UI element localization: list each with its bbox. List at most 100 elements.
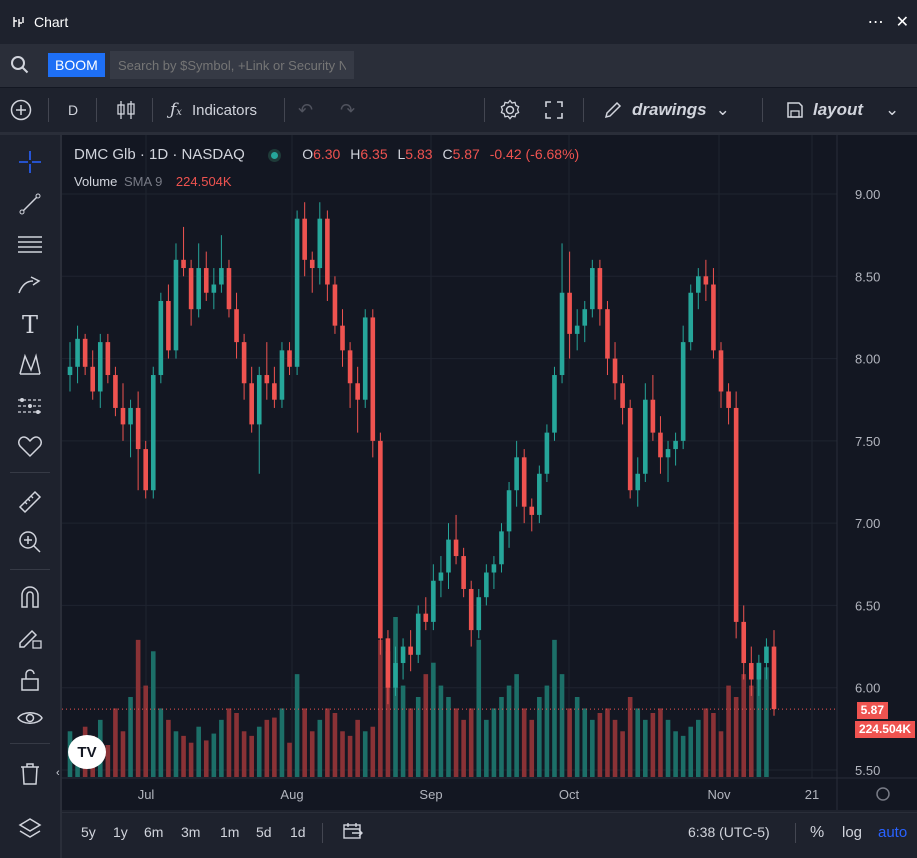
lock-pencil-icon[interactable] — [15, 622, 45, 652]
price-chart[interactable]: 9.00 8.50 8.00 7.50 7.00 6.50 6.00 5.50 Jul Aug Se… — [62, 135, 917, 810]
fullscreen-button[interactable] — [544, 88, 564, 132]
tradingview-logo: TV — [68, 735, 106, 769]
candle-body — [279, 350, 285, 400]
volume-bar — [461, 719, 466, 777]
heart-icon[interactable] — [15, 432, 45, 462]
range-5d[interactable]: 5d — [256, 824, 272, 840]
trash-icon[interactable] — [15, 759, 45, 789]
close-icon[interactable]: ✕ — [895, 14, 909, 31]
candle-body — [408, 646, 413, 655]
candle-body — [499, 531, 504, 565]
candle-body — [287, 350, 292, 367]
time-axis-label: Nov — [707, 787, 731, 802]
chart-type-button[interactable] — [116, 88, 136, 132]
volume-bar — [279, 708, 285, 777]
fib-lines-icon[interactable] — [15, 229, 45, 259]
candle-body — [272, 383, 277, 400]
log-toggle[interactable]: log — [842, 824, 863, 841]
close-label: C — [442, 146, 453, 162]
volume-bar — [574, 697, 580, 777]
volume-bar — [105, 745, 111, 777]
eye-icon[interactable] — [15, 703, 45, 733]
layout-menu[interactable]: layout — [786, 88, 863, 132]
settings-button[interactable] — [499, 88, 521, 132]
candle-body — [665, 449, 671, 458]
volume-bar — [537, 697, 542, 777]
volume-bar — [362, 731, 368, 777]
crosshair-icon[interactable] — [15, 147, 45, 177]
volume-bar — [173, 731, 179, 777]
high-value: 6.35 — [360, 146, 388, 162]
collapse-handle[interactable]: ‹ — [56, 767, 60, 779]
candle-body — [188, 268, 194, 310]
interval-button[interactable]: D — [68, 102, 79, 118]
text-icon[interactable]: T — [21, 311, 38, 339]
range-6m[interactable]: 6m — [144, 824, 164, 840]
candle-body — [491, 564, 497, 573]
volume-bar — [317, 719, 323, 777]
candle-body — [446, 539, 451, 573]
candle-body — [756, 663, 762, 680]
chart-pane[interactable]: 9.00 8.50 8.00 7.50 7.00 6.50 6.00 5.50 Jul Aug Se… — [56, 135, 917, 810]
volume-bar — [226, 708, 232, 777]
range-3m[interactable]: 3m — [181, 824, 201, 840]
timezone-clock[interactable]: 6:38 (UTC-5) — [688, 824, 770, 840]
candle-body — [658, 432, 663, 458]
unlock-icon[interactable] — [15, 665, 45, 695]
symbol-tag[interactable]: BOOM — [48, 53, 105, 77]
chart-legend: DMC Glb · 1D · NASDAQ O6.30 H6.35 L5.83 … — [74, 146, 579, 163]
change-value: -0.42 (-6.68%) — [489, 146, 580, 162]
volume-bar — [506, 685, 512, 777]
drawings-menu[interactable]: drawings ⌄ — [603, 88, 730, 132]
candle-body — [696, 276, 701, 293]
search-icon[interactable] — [10, 55, 30, 75]
price-axis-label: 8.50 — [855, 269, 880, 284]
volume-bar — [468, 708, 474, 777]
magnet-icon[interactable] — [15, 582, 45, 612]
prediction-icon[interactable] — [15, 391, 45, 421]
volume-bar — [378, 639, 383, 777]
search-input[interactable] — [110, 51, 354, 79]
calendar-goto-icon[interactable] — [343, 822, 363, 843]
high-label: H — [350, 146, 361, 162]
range-1y[interactable]: 1y — [113, 824, 128, 840]
pattern-icon[interactable] — [15, 350, 45, 380]
candle-body — [256, 375, 262, 425]
indicators-label: Indicators — [191, 101, 257, 119]
candle-body — [393, 663, 398, 688]
chevron-down-icon[interactable]: ⌄ — [885, 100, 900, 119]
ellipsis-icon[interactable]: ⋯ — [867, 14, 884, 31]
candle-body — [211, 284, 217, 293]
ruler-icon[interactable] — [15, 487, 45, 517]
symbol-title[interactable]: DMC Glb · 1D · NASDAQ — [74, 146, 245, 163]
auto-toggle[interactable]: auto — [878, 824, 908, 841]
candle-body — [340, 325, 345, 351]
redo-icon[interactable]: ↷ — [340, 99, 356, 120]
time-axis-label: Aug — [280, 787, 303, 802]
volume-bar — [431, 662, 436, 777]
volume-bar — [294, 674, 300, 777]
layers-icon[interactable] — [15, 813, 45, 843]
candle-body — [226, 268, 232, 310]
undo-icon[interactable]: ↶ — [298, 99, 314, 120]
brush-icon[interactable] — [15, 270, 45, 300]
volume-bar — [620, 731, 625, 777]
candle-body — [635, 473, 641, 491]
volume-bar — [355, 719, 360, 777]
indicators-button[interactable]: ƒx Indicators — [170, 88, 257, 132]
add-symbol-button[interactable] — [10, 88, 32, 132]
candle-body — [521, 457, 527, 507]
trend-line-icon[interactable] — [15, 189, 45, 219]
volume-label[interactable]: Volume — [74, 174, 118, 189]
volume-bar — [158, 708, 164, 777]
range-1m[interactable]: 1m — [220, 824, 240, 840]
volume-bar — [400, 685, 406, 777]
percent-toggle[interactable]: % — [810, 824, 825, 841]
range-5y[interactable]: 5y — [81, 824, 96, 840]
candle-body — [158, 300, 164, 376]
candle-body — [506, 490, 512, 532]
chart-toolbar: D ƒx Indicators ↶ ↷ drawings ⌄ layout ⌄ — [0, 88, 917, 135]
zoom-in-icon[interactable] — [15, 527, 45, 557]
range-1d[interactable]: 1d — [290, 824, 306, 840]
price-axis-label: 7.00 — [855, 516, 880, 531]
